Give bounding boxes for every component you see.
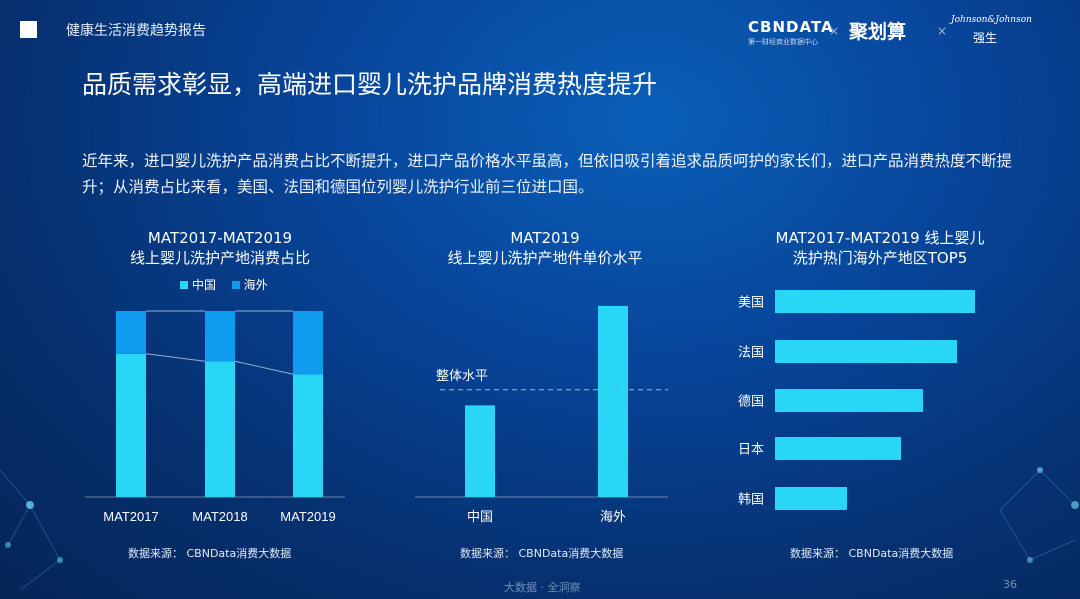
chart2-title: MAT2019 线上婴儿洗护产地件单价水平 bbox=[420, 228, 670, 268]
chart3-source: 数据来源： CBNData消费大数据 bbox=[790, 547, 954, 560]
chart1-bar-overseas bbox=[116, 311, 146, 354]
chart2-source: 数据来源： CBNData消费大数据 bbox=[460, 547, 624, 560]
chart1-source: 数据来源： CBNData消费大数据 bbox=[128, 547, 292, 560]
chart2-bar bbox=[598, 305, 628, 497]
chart3-bar bbox=[775, 487, 847, 510]
chart-title-line: MAT2017-MAT2019 线上婴儿 bbox=[775, 229, 985, 247]
chart1-connector bbox=[145, 353, 206, 362]
page-title: 品质需求彰显，高端进口婴儿洗护品牌消费热度提升 bbox=[82, 70, 658, 99]
chart1-bar-china bbox=[205, 361, 235, 497]
chart1-legend: 中国 海外 bbox=[180, 276, 268, 293]
chart1-title: MAT2017-MAT2019 线上婴儿洗护产地消费占比 bbox=[90, 228, 350, 268]
chart3-bar bbox=[775, 290, 975, 313]
chart3-bar bbox=[775, 389, 923, 412]
chart3-y-tick: 日本 bbox=[738, 443, 764, 458]
chart1-bar-china bbox=[116, 353, 146, 497]
report-name: 健康生活消费趋势报告 bbox=[66, 23, 206, 39]
chart3-bar bbox=[775, 340, 957, 363]
header-square-icon bbox=[20, 21, 37, 38]
legend-swatch-overseas bbox=[231, 281, 240, 289]
chart3-y-tick: 美国 bbox=[738, 296, 764, 311]
chart-title-line: 线上婴儿洗护产地消费占比 bbox=[129, 249, 310, 267]
chart3-title: MAT2017-MAT2019 线上婴儿 洗护热门海外产地区TOP5 bbox=[750, 228, 1010, 268]
chart2-x-tick: 海外 bbox=[600, 510, 626, 525]
legend-label-china: 中国 bbox=[192, 278, 217, 292]
chart1-bar-china bbox=[293, 374, 323, 497]
chart1-x-tick: MAT2017 bbox=[103, 509, 158, 524]
chart2-reference-label: 整体水平 bbox=[436, 369, 488, 384]
cbndata-logo-sub: 第一财经商业数据中心 bbox=[748, 38, 818, 46]
chart3-bar bbox=[775, 437, 901, 460]
johnson-logo-cn: 强生 bbox=[973, 31, 998, 45]
footer-tagline: 大数据 · 全洞察 bbox=[504, 581, 581, 594]
page-number: 36 bbox=[1003, 578, 1017, 591]
chart2-x-tick: 中国 bbox=[467, 510, 493, 525]
chart-title-line: MAT2019 bbox=[510, 229, 580, 247]
logo-separator: × bbox=[937, 24, 948, 38]
chart3-y-tick: 德国 bbox=[738, 395, 764, 410]
chart1-bar-overseas bbox=[293, 311, 323, 375]
legend-swatch-china bbox=[180, 281, 188, 289]
juhuasuan-logo: 聚划算 bbox=[849, 21, 907, 43]
chart-title-line: 线上婴儿洗护产地件单价水平 bbox=[447, 249, 643, 267]
chart3-y-tick: 韩国 bbox=[738, 493, 764, 508]
intro-paragraph: 近年来，进口婴儿洗护产品消费占比不断提升，进口产品价格水平虽高，但依旧吸引着追求… bbox=[82, 152, 1013, 196]
chart-title-line: MAT2017-MAT2019 bbox=[147, 229, 293, 247]
chart1-connector bbox=[234, 360, 294, 375]
logo-separator: × bbox=[829, 24, 840, 38]
chart-title-line: 洗护热门海外产地区TOP5 bbox=[792, 249, 968, 267]
cbndata-logo: CBNDATA bbox=[748, 18, 834, 36]
chart2-bar bbox=[465, 405, 495, 497]
johnson-logo-script: Johnson&Johnson bbox=[951, 15, 1032, 25]
chart1-bar-overseas bbox=[205, 311, 235, 362]
chart1-x-tick: MAT2019 bbox=[280, 509, 335, 524]
chart3-y-tick: 法国 bbox=[738, 346, 764, 361]
legend-label-overseas: 海外 bbox=[243, 278, 268, 292]
chart1-x-tick: MAT2018 bbox=[192, 509, 247, 524]
